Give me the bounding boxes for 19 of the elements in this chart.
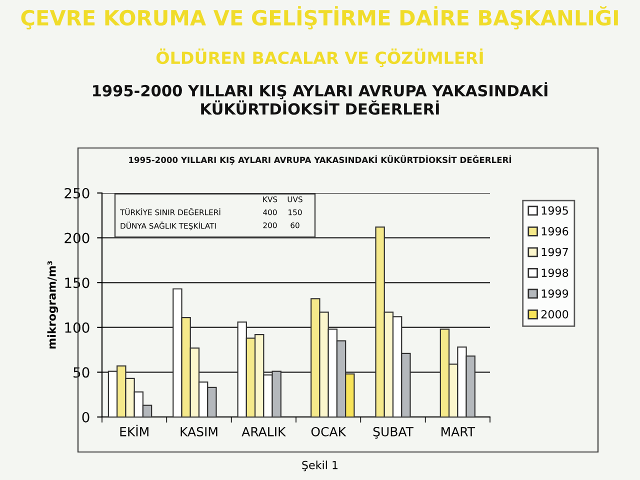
x-tick-label: ŞUBAT [373, 426, 414, 439]
x-tick-label: ARALIK [242, 427, 286, 436]
chart-subtitle: ÇEVRE KORUMA VE GELİŞTİRME DAİRE BAŞKANLIĞI [21, 6, 618, 30]
x-tick-label: MART [442, 427, 476, 436]
legend-label: 1998 [542, 268, 568, 277]
text: 1995-2000 YILLARI KIŞ AYLARI AVRUPA YAKASINDAKİ KÜKÜRTDİOKSİT DEĞERLERİ [93, 82, 548, 115]
y-axis-title: mikrogram/m³ [47, 261, 58, 349]
legend-label: 1999 [542, 289, 568, 298]
legend-label: 1995 [542, 206, 568, 215]
x-tick-label: KASIM [180, 426, 218, 436]
x-tick-label: EKİM [120, 424, 148, 436]
text: ÖLDÜREN BACALAR VE ÇÖZÜMLERİ [156, 48, 483, 68]
chart-title: 1995-2000 YILLARI KIŞ AYLARI AVRUPA YAKASINDAKİ KÜKÜRTDİOKSİT DEĞERLERİ [129, 155, 512, 165]
x-tick-label: OCAK [311, 426, 346, 436]
legend-label: 1997 [542, 248, 568, 256]
y-tick-label: 0 [82, 412, 90, 422]
legend-label: 1996 [542, 227, 568, 236]
legend-label: 2000 [541, 310, 568, 318]
text: Şekil 1 [302, 460, 338, 472]
